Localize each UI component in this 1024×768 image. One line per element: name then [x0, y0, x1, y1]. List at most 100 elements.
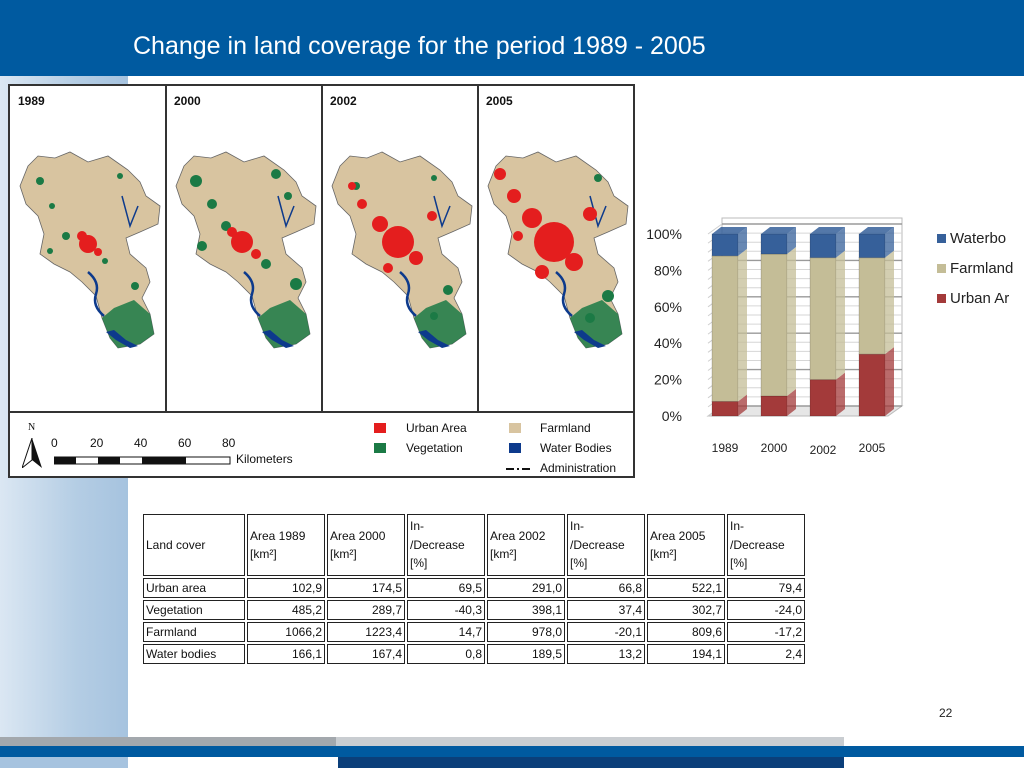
chart-legend-swatch: [937, 234, 946, 243]
table-row-label: Farmland: [143, 622, 245, 642]
map-divider: [165, 86, 167, 412]
table-cell: -17,2: [727, 622, 805, 642]
chart-bar-top: [712, 227, 747, 234]
chart-y-tick-label: 100%: [646, 226, 682, 242]
map-year-label: 2005: [486, 94, 513, 108]
chart-bar-segment: [760, 253, 788, 397]
north-label: N: [28, 422, 36, 433]
table-cell: 174,5: [327, 578, 405, 598]
chart-bar-top: [859, 227, 894, 234]
scale-tick-label: 0: [51, 436, 58, 450]
footer-stripe: [844, 757, 1024, 768]
map-divider: [477, 86, 479, 412]
scale-tick-label: 60: [178, 436, 192, 450]
chart-bar-segment: [809, 233, 837, 259]
chart-bar-side: [885, 227, 894, 258]
chart-bar-segment: [858, 353, 886, 417]
chart-y-tick-label: 80%: [654, 262, 682, 278]
chart-bar-side: [738, 394, 747, 416]
map-divider: [321, 86, 323, 412]
map-2002: [330, 150, 474, 350]
table-cell: 66,8: [567, 578, 645, 598]
chart-legend-swatch: [937, 264, 946, 273]
table-cell: 978,0: [487, 622, 565, 642]
footer-stripe: [0, 757, 128, 768]
administration-line-icon: [506, 468, 532, 470]
scale-tick-label: 80: [222, 436, 236, 450]
land-cover-maps-figure: 1989 2000 2002 2005 N 0 20 40 60 80 Kilo…: [8, 84, 635, 478]
chart-bar-side: [885, 250, 894, 355]
table-cell: 809,6: [647, 622, 725, 642]
chart-legend-label: Waterbo: [950, 230, 1006, 247]
chart-bar-side: [738, 227, 747, 256]
page-number: 22: [939, 706, 953, 720]
chart-x-tick-label: 1989: [712, 441, 739, 455]
chart-y-tick-labels: 0% 20% 40% 60% 80% 100%: [646, 226, 682, 424]
map-year-label: 1989: [18, 94, 45, 108]
chart-bar-side: [787, 247, 796, 396]
chart-bar-segment: [858, 233, 886, 259]
table-cell: 485,2: [247, 600, 325, 620]
map-year-label: 2000: [174, 94, 201, 108]
table-cell: -20,1: [567, 622, 645, 642]
land-share-chart: 0% 20% 40% 60% 80% 100% 1989 2000 2002 2005 Wate…: [646, 217, 1013, 457]
table-cell: 522,1: [647, 578, 725, 598]
table-cell: -24,0: [727, 600, 805, 620]
scale-unit-label: Kilometers: [236, 452, 293, 466]
table-cell: 13,2: [567, 644, 645, 664]
table-row: Water bodies 166,1 167,4 0,8 189,5 13,2 194,1 2…: [143, 644, 805, 664]
table-row-label: Urban area: [143, 578, 245, 598]
chart-x-tick-label: 2000: [761, 441, 788, 455]
table-cell: 37,4: [567, 600, 645, 620]
table-cell: 0,8: [407, 644, 485, 664]
chart-x-tick-labels: 1989 2000 2002 2005: [712, 441, 886, 457]
footer-stripe: [0, 737, 336, 746]
footer-stripe: [0, 746, 1024, 757]
chart-bar-segment: [711, 233, 739, 257]
table-header-cell: Area 2002 [km²]: [487, 514, 565, 576]
chart-bar-segment: [711, 255, 739, 402]
table-row: Urban area 102,9 174,5 69,5 291,0 66,8 522,1 79…: [143, 578, 805, 598]
table-cell: 79,4: [727, 578, 805, 598]
table-cell: 189,5: [487, 644, 565, 664]
north-arrow-icon: [22, 438, 42, 468]
chart-bar-segment: [858, 257, 886, 355]
chart-bar-side: [836, 372, 845, 416]
table-cell: 1223,4: [327, 622, 405, 642]
table-header-cell: Land cover: [143, 514, 245, 576]
chart-legend: Waterbo Farmland Urban Ar: [937, 230, 1013, 307]
map-1989: [18, 150, 162, 350]
legend-water-bodies: Water Bodies: [540, 441, 612, 455]
table-cell: 398,1: [487, 600, 565, 620]
chart-x-tick-label: 2005: [859, 441, 886, 455]
footer-stripe: [336, 737, 844, 746]
vegetation-legend-icon: [374, 443, 386, 453]
chart-bar-side: [836, 250, 845, 380]
chart-bar-segment: [760, 233, 788, 255]
chart-bar-top: [761, 227, 796, 234]
table-cell: 102,9: [247, 578, 325, 598]
scale-tick-label: 20: [90, 436, 104, 450]
table-cell: 289,7: [327, 600, 405, 620]
chart-y-tick-label: 0%: [662, 408, 682, 424]
table-cell: 1066,2: [247, 622, 325, 642]
table-header-cell: In-/Decrease [%]: [567, 514, 645, 576]
map-2000: [174, 150, 318, 350]
chart-y-tick-label: 60%: [654, 299, 682, 315]
map-2005: [486, 150, 630, 350]
footer-stripe: [338, 757, 844, 768]
table-header-cell: Area 2000 [km²]: [327, 514, 405, 576]
urban-area-legend-icon: [374, 423, 386, 433]
map-legend-divider: [10, 411, 633, 413]
chart-bar-top: [810, 227, 845, 234]
chart-bars: [711, 227, 894, 417]
table-header-row: Land cover Area 1989 [km²] Area 2000 [km²] In…: [143, 514, 805, 576]
chart-legend-label: Farmland: [950, 260, 1013, 277]
land-cover-table: Land cover Area 1989 [km²] Area 2000 [km²] In…: [141, 512, 807, 666]
table-cell: 302,7: [647, 600, 725, 620]
table-row: Vegetation 485,2 289,7 -40,3 398,1 37,4 302,7-…: [143, 600, 805, 620]
chart-bar-side: [787, 388, 796, 416]
table-row: Farmland 1066,2 1223,4 14,7 978,0 -20,1 809,6-…: [143, 622, 805, 642]
map-year-label: 2002: [330, 94, 357, 108]
maps-drawing: [18, 150, 630, 350]
